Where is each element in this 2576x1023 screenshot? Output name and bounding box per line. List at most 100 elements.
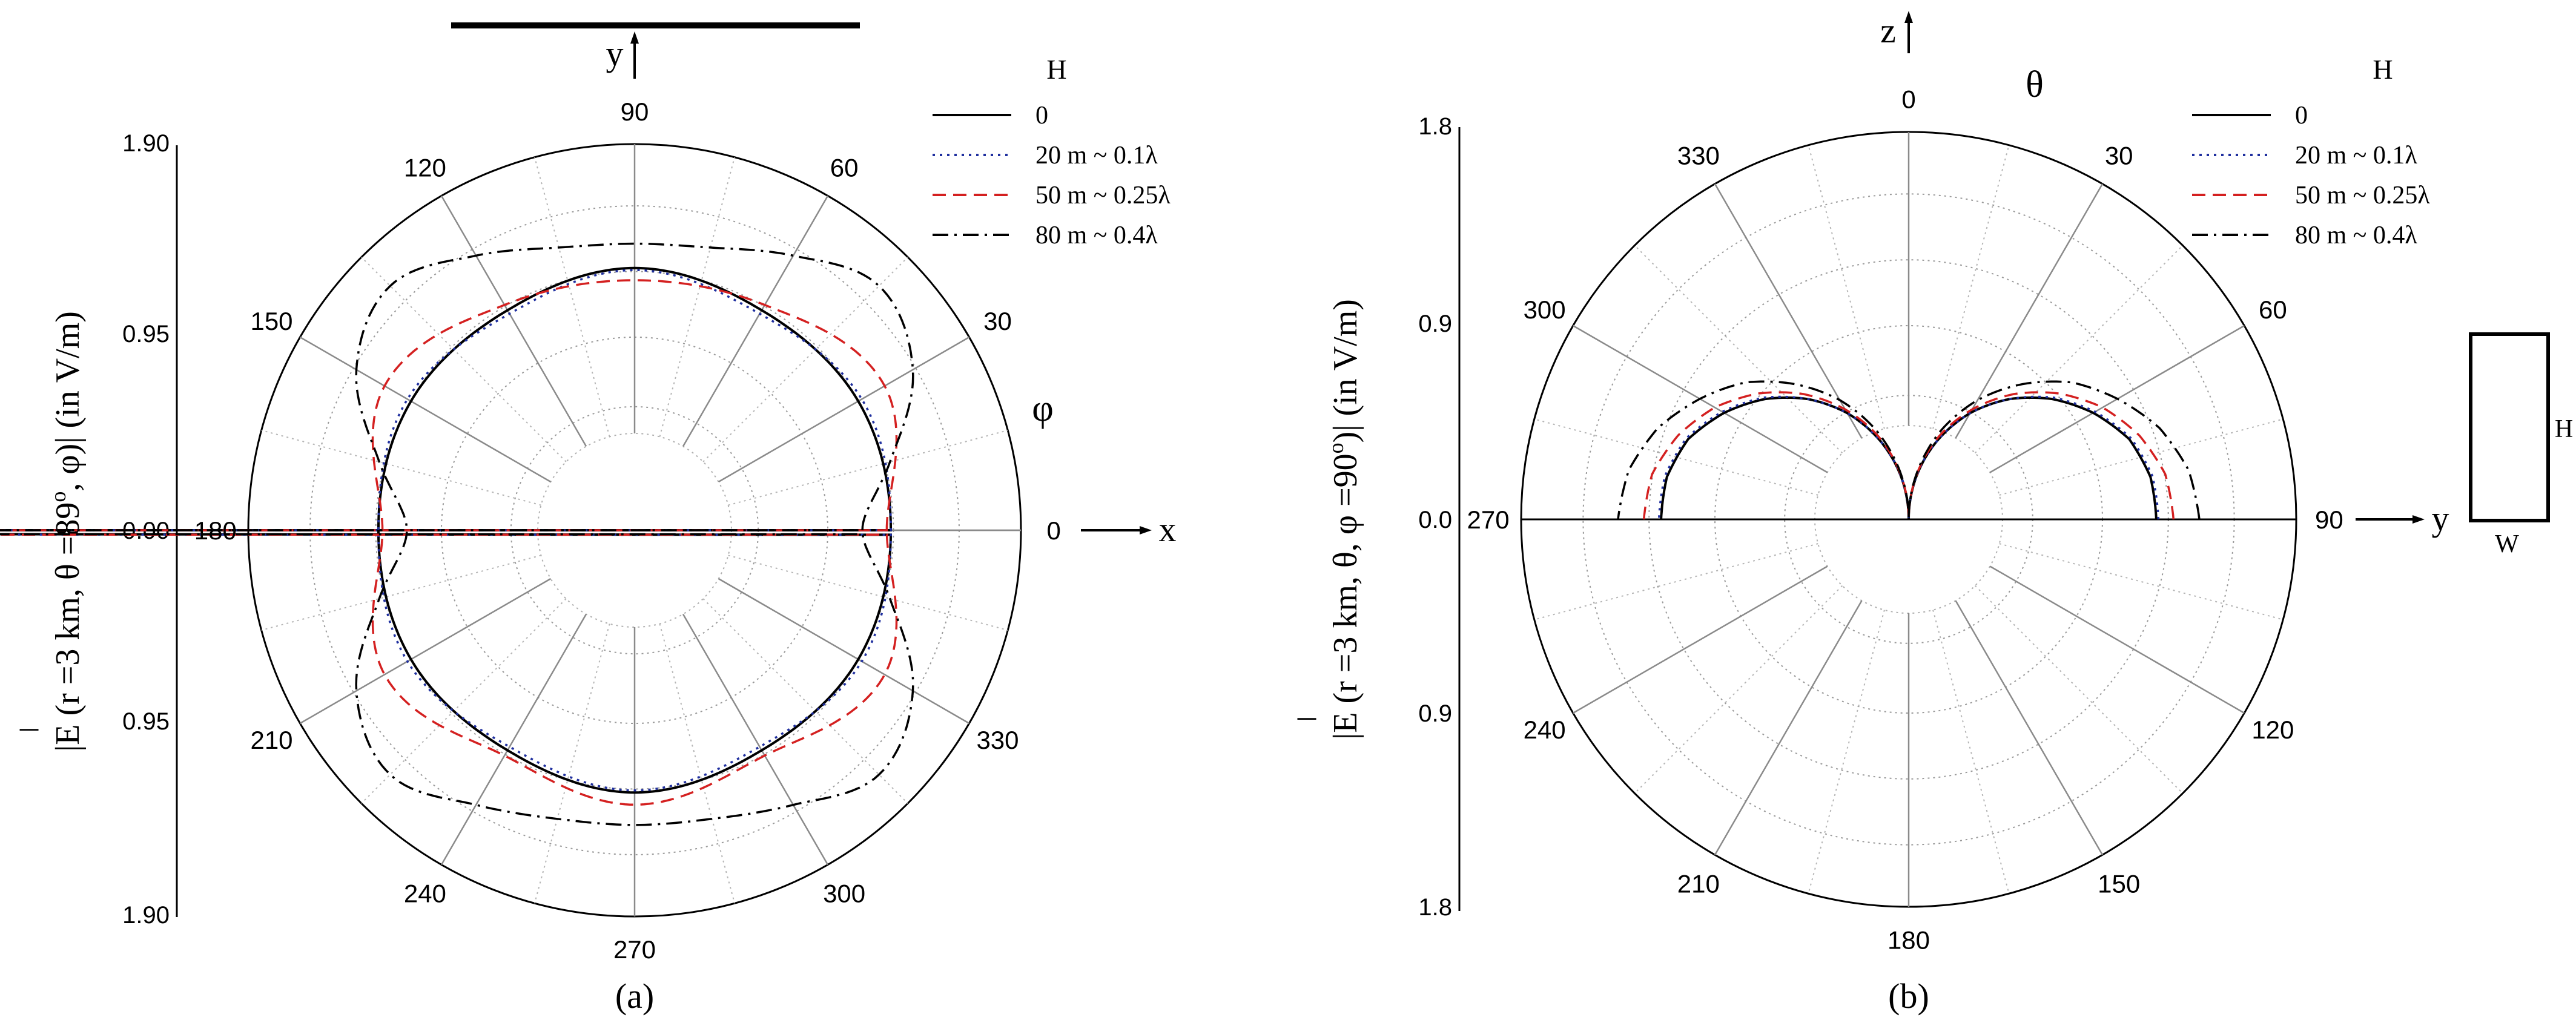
series-line-4 (0, 242, 914, 826)
inset-height-label: H (2555, 415, 2573, 443)
polar-spoke (1932, 610, 2010, 894)
legend-label: 0 (2295, 102, 2308, 130)
z-axis-arrowhead (1904, 11, 1913, 23)
caption-a: (a) (615, 976, 654, 1016)
angle-tick-label: 0 (1901, 85, 1915, 114)
angle-tick-label: 270 (1467, 505, 1510, 534)
angle-tick-label: 90 (621, 97, 649, 126)
angle-tick-label: 210 (1677, 869, 1720, 898)
polar-spoke (728, 429, 1008, 506)
polar-spoke (1573, 565, 1828, 714)
angle-tick-label: 210 (250, 726, 292, 754)
ylabel-part: |E (r =3 km, θ =89 (49, 502, 87, 752)
legend-title: H (1046, 54, 1066, 85)
angle-label-theta: θ (2026, 64, 2044, 105)
ylabel-part: |E (r =3 km, θ, φ =90 (1327, 453, 1364, 740)
angle-tick-label: 150 (2098, 869, 2140, 898)
radial-tick-label: 1.90 (122, 130, 170, 157)
ylabel-overbar: ¯ (19, 725, 39, 765)
series-line-1 (1660, 396, 2158, 520)
polar-spoke (261, 554, 541, 631)
ylabel-a: |E (r =3 km, θ =89o, φ)| (in V/m) (46, 311, 87, 752)
angle-tick-label: 330 (1677, 142, 1720, 170)
polar-spoke (1808, 610, 1885, 894)
polar-spoke (1932, 145, 2010, 429)
caption-b: (b) (1888, 976, 1929, 1016)
radial-tick-label: 0.9 (1418, 700, 1452, 727)
angle-tick-label: 120 (2251, 715, 2294, 744)
angle-tick-label: 240 (404, 879, 446, 907)
polar-spoke (1989, 565, 2245, 714)
ylabel-superscript: o (46, 492, 70, 502)
svg-text:|E (r =3 km, θ =89o, φ)| (in V: |E (r =3 km, θ =89o, φ)| (in V/m) (46, 311, 87, 752)
angle-tick-label: 270 (613, 935, 656, 964)
series-line-3 (0, 279, 898, 806)
polar-spoke (659, 157, 736, 437)
polar-spoke (682, 195, 829, 447)
ylabel-part: , φ)| (in V/m) (49, 311, 87, 492)
polar-spoke (1714, 183, 1863, 439)
radial-tick-label: 0.95 (122, 321, 170, 347)
polar-spoke (1714, 600, 1863, 855)
legend-title: H (2373, 54, 2393, 85)
radial-tick-label: 0.0 (1418, 507, 1452, 533)
polar-spoke (1999, 543, 2284, 620)
polar-spoke (533, 157, 610, 437)
antenna-rectangle (2469, 332, 2550, 522)
polar-spoke (361, 598, 567, 804)
radial-tick-label: 1.90 (122, 902, 170, 929)
legend-label: 50 m ~ 0.25λ (1035, 182, 1171, 209)
polar-spoke (1955, 183, 2104, 439)
polar-spoke (1955, 600, 2104, 855)
polar-spoke (682, 613, 829, 866)
radial-tick-label: 0.9 (1418, 311, 1452, 337)
series-group-b (1617, 380, 2201, 520)
ylabel-part: )| (in V/m) (1327, 299, 1364, 442)
y-axis-label: y (606, 34, 624, 73)
polar-spoke (440, 613, 587, 866)
polar-spoke (718, 336, 970, 483)
angle-tick-label: 120 (404, 154, 446, 182)
angle-tick-label: 330 (976, 726, 1019, 754)
series-line-2 (0, 269, 892, 792)
polar-spoke (702, 257, 908, 462)
series-group-a (0, 242, 914, 826)
y-axis-label-b: y (2432, 499, 2449, 538)
polar-spoke (440, 195, 587, 447)
series-line-1 (0, 266, 893, 794)
radial-tick-label: 1.8 (1418, 894, 1452, 921)
angle-tick-label: 60 (2259, 295, 2287, 324)
svg-text:|E (r =3 km, θ, φ =90o)| (in V: |E (r =3 km, θ, φ =90o)| (in V/m) (1324, 299, 1364, 740)
legend-a: H 0 20 m ~ 0.1λ 50 m ~ 0.25λ 80 m ~ 0.4λ (933, 54, 1171, 249)
radial-tick-label: 1.8 (1418, 113, 1452, 140)
ylabel-superscript: o (1324, 442, 1348, 453)
y-axis-arrowhead (630, 31, 639, 44)
polar-spoke (261, 429, 541, 506)
angle-tick-label: 300 (823, 879, 865, 907)
antenna-inset: H W (2469, 332, 2573, 558)
legend-label: 80 m ~ 0.4λ (1035, 222, 1158, 249)
polar-spoke (728, 554, 1008, 631)
legend-label: 0 (1035, 102, 1048, 130)
legend-label: 20 m ~ 0.1λ (2295, 142, 2417, 169)
polar-chart-b: z θ y H W 1.8 0.9 0.0 0.9 1.8 |E (r =3 k… (1297, 11, 2573, 1016)
legend-label: 80 m ~ 0.4λ (2295, 222, 2417, 249)
angle-tick-label: 180 (1887, 926, 1930, 954)
polar-spoke (702, 598, 908, 804)
legend-label: 50 m ~ 0.25λ (2295, 182, 2430, 209)
angle-tick-label: 180 (194, 516, 237, 545)
radial-tick-label: 0.95 (122, 708, 170, 735)
legend-label: 20 m ~ 0.1λ (1035, 142, 1158, 169)
legend-b: H 0 20 m ~ 0.1λ 50 m ~ 0.25λ 80 m ~ 0.4λ (2192, 54, 2430, 249)
series-line-4 (1617, 380, 2201, 520)
series-line-2 (1657, 395, 2160, 520)
x-axis-arrowhead (1140, 526, 1152, 535)
polar-spoke (1808, 145, 1885, 429)
angle-label-phi: φ (1032, 388, 1054, 429)
angle-ticks-a: 0 30 60 90 120 150 180 210 240 270 300 330 (194, 97, 1061, 964)
ylabel-overbar: ¯ (1297, 714, 1316, 754)
z-axis-label: z (1880, 11, 1896, 50)
polar-spoke (659, 623, 736, 904)
ylabel-b: |E (r =3 km, θ, φ =90o)| (in V/m) (1324, 299, 1364, 740)
